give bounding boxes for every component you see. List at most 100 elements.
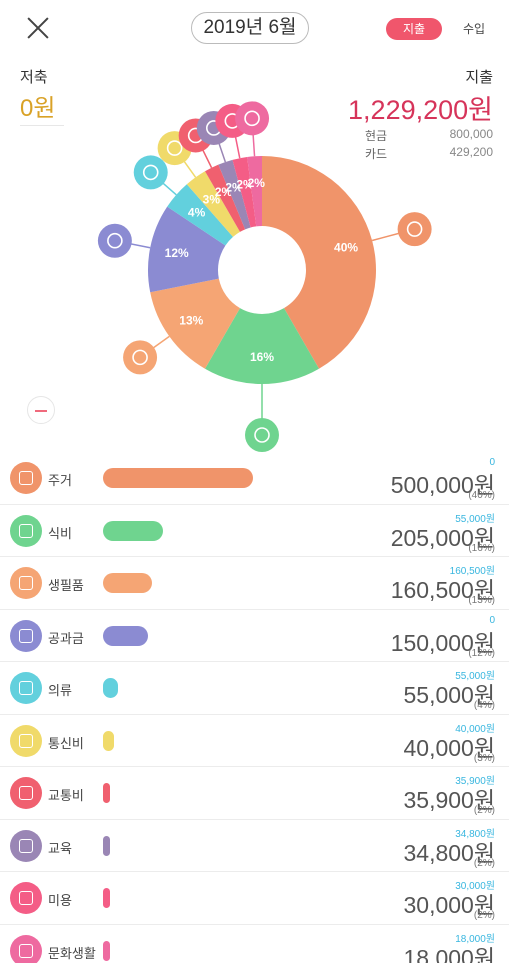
category-row[interactable]: 의류 55,000원 55,000원 (4%) <box>0 662 509 715</box>
category-row[interactable]: 주거 0 500,000원 (40%) <box>0 452 509 505</box>
icon-glyph <box>107 232 123 249</box>
category-amount: 30,000원 <box>403 892 495 918</box>
category-budget: 18,000원 <box>455 933 495 945</box>
category-budget: 0 <box>489 457 495 468</box>
category-row[interactable]: 교통비 35,900원 35,900원 (2%) <box>0 767 509 820</box>
icon-glyph <box>254 427 270 443</box>
pie-slice[interactable] <box>167 184 233 246</box>
cart-icon <box>10 567 42 599</box>
category-name: 식비 <box>48 525 72 541</box>
category-bar <box>103 730 114 751</box>
beauty-icon <box>10 882 42 914</box>
savings-value: 0원 <box>20 88 64 126</box>
shirt-icon <box>10 672 42 704</box>
expense-donut-chart: 40%16%13%12%4%3%2%2%2%2% <box>97 101 432 452</box>
pie-slice[interactable] <box>247 156 262 227</box>
category-bar <box>103 468 253 488</box>
month-selector[interactable]: 2019년 6월 <box>191 12 309 44</box>
category-row[interactable]: 생필품 160,500원 160,500원 (13%) <box>0 557 509 610</box>
category-bar <box>103 940 110 961</box>
category-budget: 35,900원 <box>455 776 495 787</box>
expense-tab[interactable]: 지출 <box>386 18 442 40</box>
pie-slice[interactable] <box>205 308 319 384</box>
category-name: 통신비 <box>48 735 84 751</box>
category-budget: 40,000원 <box>455 723 495 735</box>
category-percent: (4%) <box>473 700 495 711</box>
icon-glyph <box>19 523 33 538</box>
category-amount: 160,500원 <box>390 577 495 603</box>
category-name: 주거 <box>48 473 72 488</box>
slice-label: 2% <box>215 185 233 199</box>
category-percent: (16%) <box>468 542 495 554</box>
category-percent: (40%) <box>468 490 495 501</box>
building-icon <box>397 212 432 247</box>
icon-glyph <box>142 164 159 181</box>
cart-icon <box>123 340 158 375</box>
income-tab[interactable]: 수입 <box>462 22 486 36</box>
category-name: 의류 <box>48 683 72 698</box>
savings-label: 저축 <box>20 69 48 86</box>
card-label: 카드 <box>365 147 388 161</box>
category-row[interactable]: 통신비 40,000원 40,000원 (3%) <box>0 715 509 767</box>
category-name: 문화생활 <box>48 945 96 961</box>
category-bar <box>103 888 110 908</box>
category-budget: 30,000원 <box>455 881 495 892</box>
pie-slice[interactable] <box>262 156 377 369</box>
category-amount: 35,900원 <box>403 787 495 813</box>
slice-label: 2% <box>236 178 254 192</box>
category-amount: 150,000원 <box>390 629 495 656</box>
phone-icon <box>10 724 42 757</box>
icon-glyph <box>19 838 33 853</box>
icon-glyph <box>19 891 33 905</box>
pie-slice[interactable] <box>205 164 246 232</box>
icon-glyph <box>19 786 33 800</box>
slice-label: 12% <box>165 246 189 260</box>
cash-label: 현금 <box>365 129 388 143</box>
icon-glyph <box>244 110 260 127</box>
category-amount: 500,000원 <box>390 472 495 498</box>
slice-label: 3% <box>203 192 221 206</box>
category-row[interactable]: 미용 30,000원 30,000원 (2%) <box>0 872 509 925</box>
category-bar <box>103 573 152 593</box>
category-bar <box>103 678 118 698</box>
category-name: 공과금 <box>48 630 84 646</box>
cash-value: 800,000 <box>449 127 493 141</box>
pie-slice[interactable] <box>218 159 251 230</box>
category-row[interactable]: 교육 34,800원 34,800원 (2%) <box>0 820 509 872</box>
icon-glyph <box>19 733 33 748</box>
category-bar <box>103 625 148 646</box>
donut-hole <box>219 227 305 313</box>
category-budget: 160,500원 <box>449 566 495 577</box>
category-percent: (2%) <box>473 857 495 869</box>
category-row[interactable]: 공과금 0 150,000원 (12%) <box>0 610 509 662</box>
category-amount: 18,000원 <box>403 944 495 963</box>
category-row[interactable]: 문화생활 18,000원 18,000원 <box>0 925 509 963</box>
category-bar <box>103 783 110 803</box>
expense-total: 1,229,200원 <box>348 95 493 125</box>
slice-label: 13% <box>179 314 203 328</box>
pie-slice[interactable] <box>150 278 240 369</box>
category-percent: (3%) <box>473 752 495 764</box>
collapse-button[interactable] <box>27 396 55 424</box>
pie-slice[interactable] <box>148 206 226 293</box>
category-amount: 55,000원 <box>403 682 495 708</box>
icon-glyph <box>19 576 33 590</box>
slice-label: 2% <box>225 181 243 195</box>
book-icon <box>10 829 42 862</box>
building-icon <box>10 462 42 494</box>
slice-label: 16% <box>250 350 274 364</box>
category-bar <box>103 520 163 541</box>
music-icon <box>235 101 270 136</box>
category-row[interactable]: 식비 55,000원 205,000원 (16%) <box>0 505 509 557</box>
icon-glyph <box>166 140 183 156</box>
pie-slice[interactable] <box>232 156 257 228</box>
category-budget: 55,000원 <box>455 513 495 525</box>
pie-slice[interactable] <box>186 171 240 237</box>
close-button[interactable] <box>24 14 52 42</box>
bus-icon <box>10 777 42 809</box>
shirt-icon <box>133 155 168 190</box>
category-amount: 40,000원 <box>403 734 495 761</box>
icon-glyph <box>19 628 33 643</box>
card-value: 429,200 <box>449 145 493 159</box>
slice-label: 40% <box>334 240 358 254</box>
